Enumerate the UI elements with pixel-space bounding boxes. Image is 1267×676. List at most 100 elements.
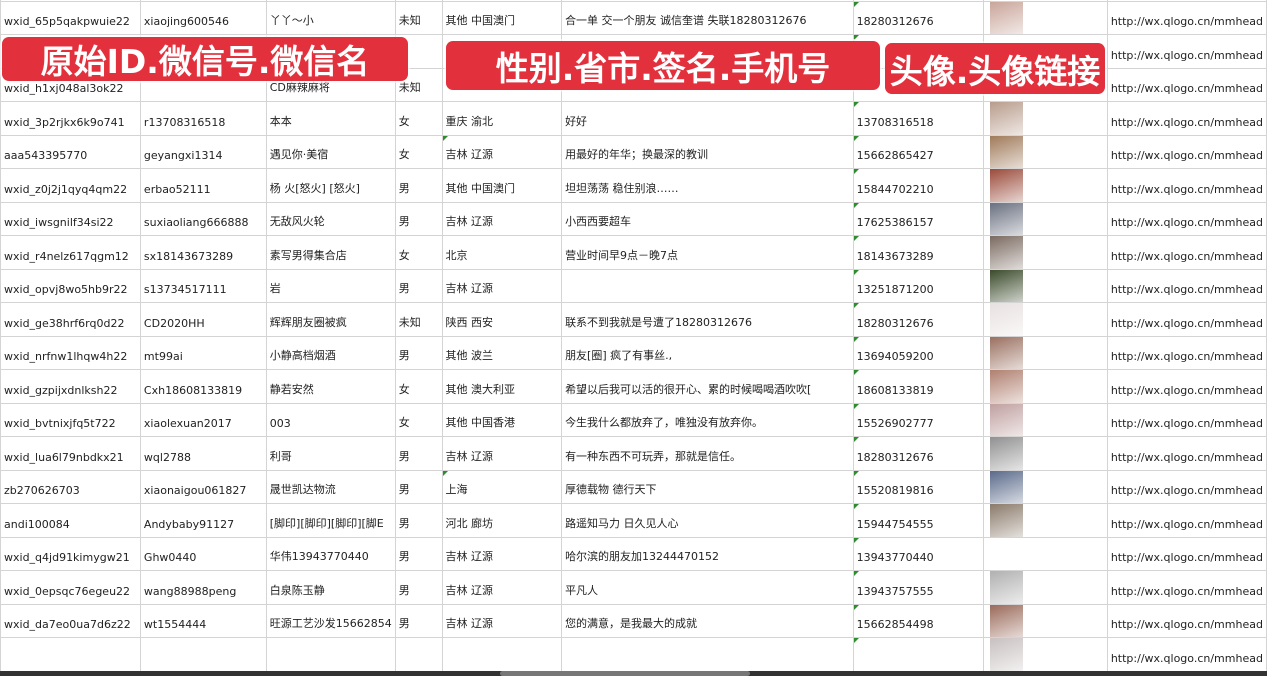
gender-cell[interactable]: 男 (394, 268, 443, 303)
wechat-id-cell[interactable]: xiaonaigou061827 (139, 469, 267, 504)
phone-cell[interactable]: 15944754555 (852, 503, 985, 538)
signature-cell[interactable]: 厚德载物 德行天下 (561, 469, 854, 504)
gender-cell[interactable]: 男 (394, 436, 443, 471)
region-cell[interactable]: 北京 (441, 235, 563, 270)
wechat-id-cell[interactable]: suxiaoliang666888 (139, 201, 267, 236)
wechat-name-cell[interactable]: 晟世凯达物流 (265, 469, 396, 504)
signature-cell[interactable]: 合一单 交一个朋友 诚信奎谱 失联18280312676 (561, 0, 854, 35)
gender-cell[interactable]: 男 (394, 168, 443, 203)
gender-cell[interactable]: 男 (394, 570, 443, 605)
gender-cell[interactable]: 女 (394, 134, 443, 169)
signature-cell[interactable]: 哈尔滨的朋友加13244470152 (561, 536, 854, 571)
phone-cell[interactable]: 18280312676 (852, 0, 985, 35)
avatar-cell[interactable] (983, 235, 1108, 270)
wechat-id-cell[interactable]: Ghw0440 (139, 536, 267, 571)
phone-cell[interactable]: 18280312676 (852, 302, 985, 337)
original-id-cell[interactable]: wxid_q4jd91kimygw21 (0, 536, 141, 571)
wechat-id-cell[interactable]: mt99ai (139, 335, 267, 370)
avatar-url-cell[interactable]: http://wx.qlogo.cn/mmhead (1106, 436, 1267, 471)
avatar-cell[interactable] (983, 469, 1108, 504)
region-cell[interactable]: 吉林 辽源 (441, 536, 563, 571)
wechat-name-cell[interactable]: 003 (265, 402, 396, 437)
wechat-name-cell[interactable]: 华伟13943770440 (265, 536, 396, 571)
avatar-cell[interactable] (983, 536, 1108, 571)
avatar-url-cell[interactable]: http://wx.qlogo.cn/mmhead (1106, 268, 1267, 303)
wechat-id-cell[interactable]: xiaolexuan2017 (139, 402, 267, 437)
avatar-cell[interactable] (983, 402, 1108, 437)
region-cell[interactable]: 吉林 辽源 (441, 570, 563, 605)
phone-cell[interactable]: 18608133819 (852, 369, 985, 404)
region-cell[interactable]: 陕西 西安 (441, 302, 563, 337)
wechat-id-cell[interactable]: xiaojing600546 (139, 0, 267, 35)
avatar-url-cell[interactable]: http://wx.qlogo.cn/mmhead (1106, 168, 1267, 203)
wechat-id-cell[interactable]: Andybaby91127 (139, 503, 267, 538)
region-cell[interactable]: 重庆 渝北 (441, 101, 563, 136)
region-cell[interactable]: 河北 廊坊 (441, 503, 563, 538)
avatar-url-cell[interactable]: http://wx.qlogo.cn/mmhead (1106, 67, 1267, 102)
wechat-name-cell[interactable]: 本本 (265, 101, 396, 136)
avatar-cell[interactable] (983, 335, 1108, 370)
avatar-cell[interactable] (983, 570, 1108, 605)
wechat-name-cell[interactable]: 无敌风火轮 (265, 201, 396, 236)
gender-cell[interactable]: 男 (394, 469, 443, 504)
avatar-url-cell[interactable]: http://wx.qlogo.cn/mmhead (1106, 201, 1267, 236)
original-id-cell[interactable]: wxid_r4nelz617qgm12 (0, 235, 141, 270)
gender-cell[interactable]: 女 (394, 402, 443, 437)
phone-cell[interactable]: 18143673289 (852, 235, 985, 270)
wechat-id-cell[interactable]: CD2020HH (139, 302, 267, 337)
wechat-name-cell[interactable]: 遇见你·美宿 (265, 134, 396, 169)
wechat-name-cell[interactable]: 静若安然 (265, 369, 396, 404)
wechat-name-cell[interactable]: 辉辉朋友圈被疯 (265, 302, 396, 337)
region-cell[interactable]: 吉林 辽源 (441, 603, 563, 638)
wechat-id-cell[interactable]: s13734517111 (139, 268, 267, 303)
signature-cell[interactable]: 平凡人 (561, 570, 854, 605)
signature-cell[interactable]: 您的满意，是我最大的成就 (561, 603, 854, 638)
original-id-cell[interactable]: wxid_nrfnw1lhqw4h22 (0, 335, 141, 370)
avatar-url-cell[interactable]: http://wx.qlogo.cn/mmhead (1106, 34, 1267, 69)
phone-cell[interactable]: 15526902777 (852, 402, 985, 437)
phone-cell[interactable]: 18280312676 (852, 436, 985, 471)
wechat-name-cell[interactable] (265, 637, 396, 672)
region-cell[interactable]: 上海 (441, 469, 563, 504)
wechat-id-cell[interactable]: wql2788 (139, 436, 267, 471)
phone-cell[interactable] (852, 637, 985, 672)
avatar-url-cell[interactable]: http://wx.qlogo.cn/mmhead (1106, 536, 1267, 571)
region-cell[interactable]: 其他 中国澳门 (441, 0, 563, 35)
gender-cell[interactable]: 未知 (394, 302, 443, 337)
wechat-name-cell[interactable]: 丫丫～小 (265, 0, 396, 35)
original-id-cell[interactable]: wxid_gzpijxdnlksh22 (0, 369, 141, 404)
wechat-id-cell[interactable]: geyangxi1314 (139, 134, 267, 169)
region-cell[interactable]: 吉林 辽源 (441, 201, 563, 236)
gender-cell[interactable]: 男 (394, 603, 443, 638)
phone-cell[interactable]: 15662865427 (852, 134, 985, 169)
avatar-cell[interactable] (983, 168, 1108, 203)
signature-cell[interactable]: 营业时间早9点－晚7点 (561, 235, 854, 270)
signature-cell[interactable]: 小西西要超车 (561, 201, 854, 236)
wechat-id-cell[interactable] (139, 637, 267, 672)
original-id-cell[interactable]: wxid_z0j2j1qyq4qm22 (0, 168, 141, 203)
signature-cell[interactable]: 联系不到我就是号遭了18280312676 (561, 302, 854, 337)
phone-cell[interactable]: 15662854498 (852, 603, 985, 638)
signature-cell[interactable]: 朋友[圈] 疯了有事丝., (561, 335, 854, 370)
phone-cell[interactable]: 15520819816 (852, 469, 985, 504)
avatar-url-cell[interactable]: http://wx.qlogo.cn/mmhead (1106, 402, 1267, 437)
wechat-name-cell[interactable]: 利哥 (265, 436, 396, 471)
wechat-id-cell[interactable]: sx18143673289 (139, 235, 267, 270)
phone-cell[interactable]: 15844702210 (852, 168, 985, 203)
avatar-url-cell[interactable]: http://wx.qlogo.cn/mmhead (1106, 637, 1267, 672)
wechat-id-cell[interactable]: wang88988peng (139, 570, 267, 605)
region-cell[interactable]: 其他 中国香港 (441, 402, 563, 437)
gender-cell[interactable]: 未知 (394, 0, 443, 35)
signature-cell[interactable] (561, 268, 854, 303)
original-id-cell[interactable]: aaa543395770 (0, 134, 141, 169)
phone-cell[interactable]: 13694059200 (852, 335, 985, 370)
avatar-url-cell[interactable]: http://wx.qlogo.cn/mmhead (1106, 603, 1267, 638)
region-cell[interactable]: 吉林 辽源 (441, 134, 563, 169)
avatar-cell[interactable] (983, 369, 1108, 404)
wechat-name-cell[interactable]: [脚印][脚印][脚印][脚E (265, 503, 396, 538)
avatar-url-cell[interactable]: http://wx.qlogo.cn/mmhead (1106, 369, 1267, 404)
signature-cell[interactable]: 路遥知马力 日久见人心 (561, 503, 854, 538)
avatar-cell[interactable] (983, 637, 1108, 672)
phone-cell[interactable]: 17625386157 (852, 201, 985, 236)
avatar-cell[interactable] (983, 101, 1108, 136)
